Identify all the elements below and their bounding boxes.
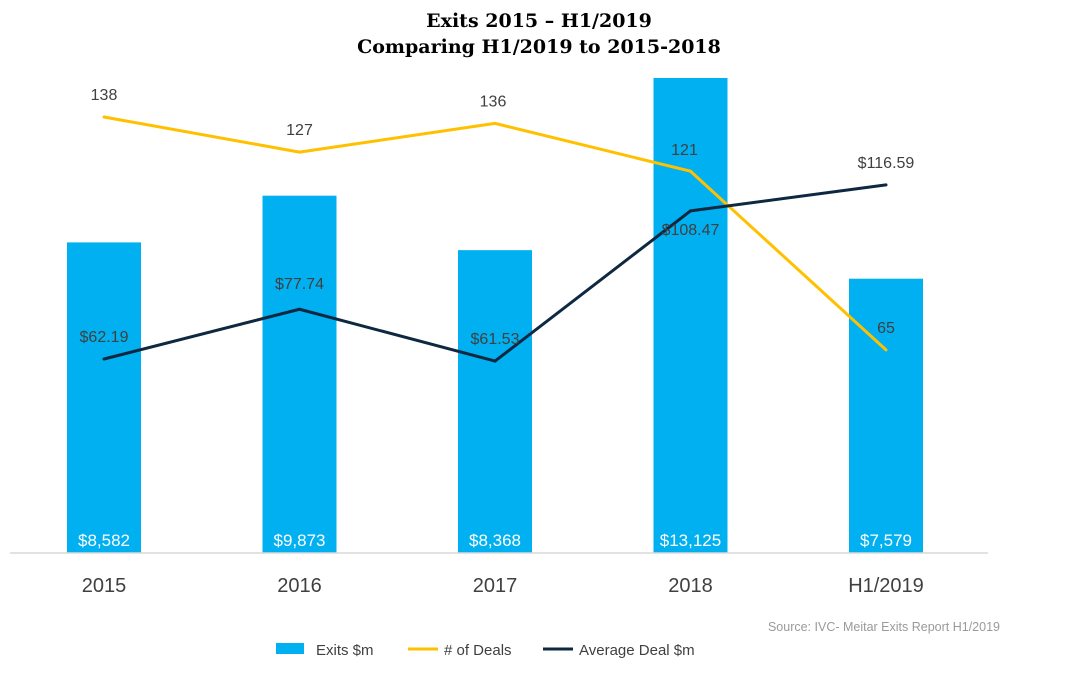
x-tick-h1-2019: H1/2019 [848, 575, 924, 597]
avg-deal-label-h1-2019: $116.59 [858, 155, 915, 172]
avg-deal-label-2018: $108.47 [662, 222, 720, 239]
deals-label-2018: 121 [671, 142, 698, 159]
bar-2016 [262, 195, 337, 554]
avg-deal-label-2015: $62.19 [80, 329, 129, 346]
bar-label-2015: $8,582 [78, 531, 130, 550]
bar-label-2016: $9,873 [274, 531, 326, 550]
avg-deal-point-2015 [102, 357, 106, 361]
x-tick-2016: 2016 [277, 575, 322, 597]
source-note: Source: IVC- Meitar Exits Report H1/2019 [768, 620, 1000, 634]
bar-label-2018: $13,125 [660, 531, 721, 550]
avg-deal-label-2016: $77.74 [275, 276, 324, 293]
x-tick-2015: 2015 [82, 575, 127, 597]
bar-2015 [67, 242, 141, 553]
deals-label-2017: 136 [480, 93, 507, 110]
avg-deal-label-2017: $61.53 [471, 331, 520, 348]
deals-point-h1-2019 [884, 348, 888, 352]
chart-subtitle: Comparing H1/2019 to 2015-2018 [357, 36, 721, 58]
deals-label-h1-2019: 65 [877, 320, 895, 337]
legend-label-of-deals: # of Deals [444, 642, 512, 659]
bar-label-h1-2019: $7,579 [860, 531, 912, 550]
legend-label-average-deal-m: Average Deal $m [579, 642, 695, 659]
bar-2018 [653, 78, 728, 553]
avg-deal-point-2016 [298, 307, 301, 311]
avg-deal-point-2018 [689, 209, 692, 213]
chart-title: Exits 2015 – H1/2019 [426, 10, 652, 32]
legend-label-exits-m: Exits $m [316, 642, 374, 659]
deals-point-2017 [493, 121, 497, 125]
legend-swatch-exits-m [276, 643, 304, 654]
x-axis-ticks: 2015 2016 2017 2018 H1/2019 [82, 575, 924, 597]
bar-2017 [458, 250, 532, 554]
avg-deal-point-h1-2019 [884, 183, 888, 187]
avg-deal-point-2017 [493, 359, 497, 363]
x-tick-2018: 2018 [668, 575, 713, 597]
bar-label-2017: $8,368 [469, 531, 521, 550]
bar-h1-2019 [849, 278, 923, 553]
bars-layer [67, 78, 923, 554]
lines-layer [102, 115, 888, 363]
labels-layer: $8,582 $9,873 $8,368 $13,125 $7,579 138 127 136… [78, 87, 914, 550]
deals-point-2018 [689, 169, 692, 173]
deals-point-2015 [102, 115, 106, 119]
legend: Exits $m # of Deals Average Deal $m [276, 642, 695, 659]
deals-label-2016: 127 [286, 122, 313, 139]
deals-label-2015: 138 [91, 87, 118, 104]
deals-point-2016 [298, 150, 301, 154]
x-tick-2017: 2017 [473, 575, 518, 597]
